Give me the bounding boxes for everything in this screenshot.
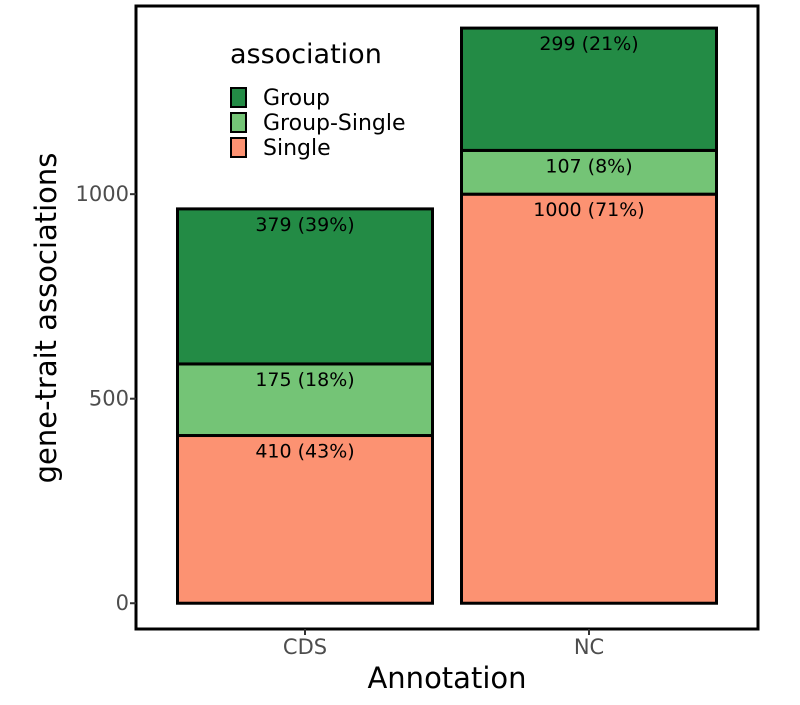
y-tick-label-500: 500 [89, 387, 129, 411]
segment-labels-layer: 410 (43%) 175 (18%) 379 (39%) 1000 (71%) 107… [255, 33, 644, 462]
x-tick-label-nc: NC [574, 635, 604, 659]
legend-swatch-group-single [230, 112, 247, 133]
legend-label-group: Group [263, 86, 330, 111]
legend-label-group-single: Group-Single [263, 111, 406, 136]
legend-swatch-group [230, 87, 247, 108]
x-axis-title: Annotation [367, 661, 526, 695]
bar-nc-group-single [460, 148, 718, 196]
x-tick-label-cds: CDS [283, 635, 327, 659]
y-tick-label-0: 0 [116, 591, 129, 615]
x-axis: CDS NC [283, 629, 604, 659]
bar-nc-single [460, 192, 718, 605]
data-label-nc-group-single: 107 (8%) [545, 155, 632, 177]
y-axis: 0 500 1000 [76, 182, 136, 615]
data-label-nc-single: 1000 (71%) [533, 199, 644, 221]
data-label-cds-group-single: 175 (18%) [255, 369, 354, 391]
bars-layer [176, 26, 718, 605]
y-axis-title: gene-trait associations [29, 153, 63, 484]
bar-cds-group [176, 207, 434, 366]
data-label-cds-single: 410 (43%) [255, 441, 354, 463]
bar-nc-group [460, 26, 718, 152]
y-tick-label-1000: 1000 [76, 182, 129, 206]
data-label-cds-group: 379 (39%) [255, 214, 354, 236]
legend-title: association [230, 39, 382, 70]
data-label-nc-group: 299 (21%) [539, 33, 638, 55]
legend-swatch-single [230, 137, 247, 158]
bar-cds-single [176, 434, 434, 605]
legend-label-single: Single [263, 136, 331, 161]
